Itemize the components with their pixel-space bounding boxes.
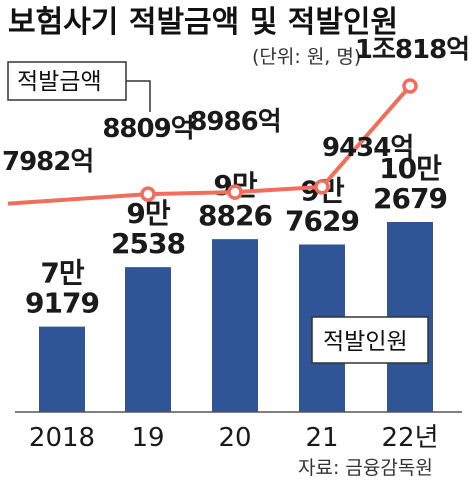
- x-ticks: 2018 19 20 21 22년: [29, 423, 439, 453]
- legend-people-label: 적발인원: [323, 329, 408, 355]
- x-tick-label-4: 22년: [381, 423, 438, 453]
- bar-value-label-2-1: 8826: [198, 199, 272, 232]
- bar-2: [212, 239, 258, 412]
- line-point-1: [140, 186, 156, 202]
- legend-amount-label: 적발금액: [17, 69, 102, 95]
- legend-amount-leader: [126, 80, 151, 112]
- line-value-label-1: 8809억: [102, 114, 193, 144]
- x-tick-label-2: 20: [218, 423, 251, 453]
- bar-value-label-4-0: 10만: [379, 152, 442, 185]
- bar-value-label-0-0: 7만: [40, 257, 84, 290]
- line-value-label-2: 8986억: [189, 107, 280, 137]
- source-note: 자료: 금융감독원: [298, 457, 433, 479]
- x-tick-label-3: 21: [305, 423, 338, 453]
- bar-value-label-1-1: 2538: [111, 227, 185, 260]
- line-value-label-4: 1조818억: [355, 35, 469, 65]
- x-tick-label-0: 2018: [29, 423, 95, 453]
- legend-amount-box: [7, 61, 127, 101]
- legend-amount: 적발금액: [7, 61, 151, 112]
- bar-1: [125, 267, 171, 412]
- line-point-3: [314, 179, 330, 195]
- bar-0: [39, 326, 85, 412]
- bar-value-label-0-1: 9179: [25, 287, 99, 320]
- bars-layer: 7만91799만25389만88269만762910만2679: [25, 152, 448, 412]
- line-point-2: [227, 184, 243, 200]
- line-value-label-0: 7982억: [2, 147, 93, 177]
- chart-title: 보험사기 적발금액 및 적발인원: [8, 5, 398, 40]
- bar-value-label-4-1: 2679: [373, 182, 447, 215]
- line-value-label-3: 9434억: [322, 133, 413, 163]
- x-tick-label-1: 19: [131, 423, 164, 453]
- bar-value-label-1-0: 9만: [126, 197, 170, 230]
- legend-people-box: [311, 316, 429, 364]
- legend-people: 적발인원: [311, 316, 429, 364]
- unit-note: (단위: 원, 명): [252, 46, 361, 68]
- bar-value-label-3-1: 7629: [285, 204, 359, 237]
- line-point-4: [402, 78, 418, 94]
